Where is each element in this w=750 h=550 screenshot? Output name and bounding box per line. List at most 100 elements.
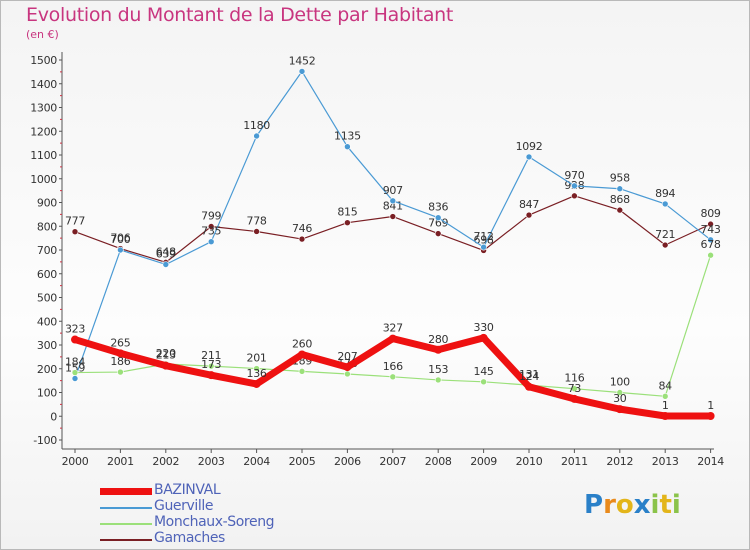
legend-label-bazinval: BAZINVAL <box>154 482 221 498</box>
series-point-bazinval <box>570 394 579 403</box>
series-point-gamaches <box>525 211 533 219</box>
data-label-bazinval: 213 <box>156 349 176 362</box>
data-label-guerville: 1135 <box>334 130 361 143</box>
y-tick-label: 1000 <box>30 173 57 186</box>
x-tick-label: 2012 <box>606 455 633 468</box>
data-label-guerville: 735 <box>201 225 221 238</box>
series-point-monchaux-soreng <box>389 373 397 381</box>
legend-swatch-guerville <box>100 507 152 509</box>
series-point-monchaux-soreng <box>616 389 624 396</box>
y-tick-label: -100 <box>33 434 57 447</box>
series-point-bazinval <box>252 379 261 388</box>
series-point-bazinval <box>343 363 352 372</box>
data-label-bazinval: 30 <box>613 392 627 405</box>
x-tick-label: 2003 <box>198 455 225 468</box>
series-point-gamaches <box>707 220 714 228</box>
series-point-bazinval <box>298 350 306 359</box>
data-label-bazinval: 260 <box>292 338 312 351</box>
series-point-monchaux-soreng <box>571 385 578 393</box>
data-label-guerville: 970 <box>564 169 584 182</box>
data-label-guerville: 1180 <box>243 119 270 132</box>
logo-letter: i <box>671 490 681 520</box>
y-tick-label: 200 <box>37 363 57 376</box>
series-point-monchaux-soreng <box>298 368 306 375</box>
data-label-bazinval: 173 <box>201 358 221 371</box>
data-label-guerville: 836 <box>428 201 448 214</box>
legend-swatch-gamaches <box>100 539 152 541</box>
x-tick-label: 2005 <box>289 455 316 468</box>
series-point-guerville <box>480 243 487 251</box>
series-point-monchaux-soreng <box>434 376 442 384</box>
y-tick-label: 700 <box>37 244 57 257</box>
series-point-gamaches <box>389 213 397 220</box>
legend-swatch-monchaux-soreng <box>100 523 152 525</box>
legend-label-monchaux-soreng: Monchaux-Soreng <box>154 514 275 530</box>
y-tick-label: 1500 <box>30 54 57 67</box>
data-label-monchaux-soreng: 145 <box>474 365 494 378</box>
series-point-guerville <box>162 261 170 268</box>
series-point-monchaux-soreng <box>253 365 260 372</box>
chart-title: Evolution du Montant de la Dette par Hab… <box>26 4 454 26</box>
logo-letter: o <box>615 490 634 520</box>
series-point-bazinval <box>71 335 79 344</box>
proxiti-logo: Proxiti <box>584 490 681 520</box>
data-label-monchaux-soreng: 678 <box>701 238 721 251</box>
data-label-monchaux-soreng: 166 <box>383 360 403 373</box>
series-point-monchaux-soreng <box>480 378 487 386</box>
series-point-monchaux-soreng <box>71 369 79 376</box>
series-point-guerville <box>298 68 306 75</box>
x-tick-label: 2000 <box>62 455 89 468</box>
data-label-gamaches: 815 <box>337 206 357 219</box>
series-point-guerville <box>344 143 351 150</box>
data-label-gamaches: 746 <box>292 222 312 235</box>
series-point-guerville <box>207 238 215 245</box>
legend-label-gamaches: Gamaches <box>154 530 225 546</box>
data-label-bazinval: 330 <box>474 321 494 334</box>
y-tick-label: 1200 <box>30 125 57 138</box>
series-point-gamaches <box>616 206 624 214</box>
data-label-gamaches: 847 <box>519 198 539 211</box>
data-label-bazinval: 323 <box>65 323 85 336</box>
series-point-guerville <box>434 214 442 221</box>
data-label-monchaux-soreng: 116 <box>564 372 584 385</box>
series-point-guerville <box>707 236 714 244</box>
series-point-gamaches <box>661 241 669 249</box>
data-label-monchaux-soreng: 84 <box>658 379 672 392</box>
data-label-bazinval: 327 <box>383 322 403 335</box>
series-point-guerville <box>571 182 578 190</box>
data-label-guerville: 639 <box>156 247 176 260</box>
series-point-bazinval <box>161 361 170 370</box>
data-label-gamaches: 799 <box>201 209 221 222</box>
data-label-bazinval: 265 <box>110 336 130 349</box>
series-point-gamaches <box>253 228 260 235</box>
y-tick-label: 100 <box>37 387 57 400</box>
legend-label-guerville: Guerville <box>154 498 214 514</box>
series-point-gamaches <box>344 219 351 226</box>
series-point-guerville <box>253 132 260 140</box>
data-label-gamaches: 721 <box>655 228 675 241</box>
series-point-monchaux-soreng <box>707 251 714 259</box>
x-tick-label: 2014 <box>697 455 724 468</box>
data-label-monchaux-soreng: 220 <box>156 347 176 360</box>
data-label-guerville: 712 <box>474 230 494 243</box>
data-label-monchaux-soreng: 184 <box>65 356 85 369</box>
legend-swatch-bazinval <box>100 488 152 495</box>
series-point-gamaches <box>207 223 215 230</box>
data-label-monchaux-soreng: 211 <box>201 349 221 362</box>
logo-letter: i <box>650 490 660 520</box>
data-label-gamaches: 769 <box>428 217 448 230</box>
series-point-guerville <box>71 375 79 382</box>
series-point-guerville <box>616 185 624 193</box>
series-point-bazinval <box>661 412 670 421</box>
y-tick-label: 900 <box>37 197 57 210</box>
data-label-gamaches: 648 <box>156 245 176 258</box>
y-tick-label: 1300 <box>30 102 57 115</box>
y-tick-label: 300 <box>37 339 57 352</box>
y-tick-label: 1100 <box>30 149 57 162</box>
series-point-gamaches <box>298 235 306 243</box>
chart-subtitle: (en €) <box>26 28 59 41</box>
series-point-bazinval <box>207 371 216 380</box>
data-label-gamaches: 868 <box>610 193 630 206</box>
